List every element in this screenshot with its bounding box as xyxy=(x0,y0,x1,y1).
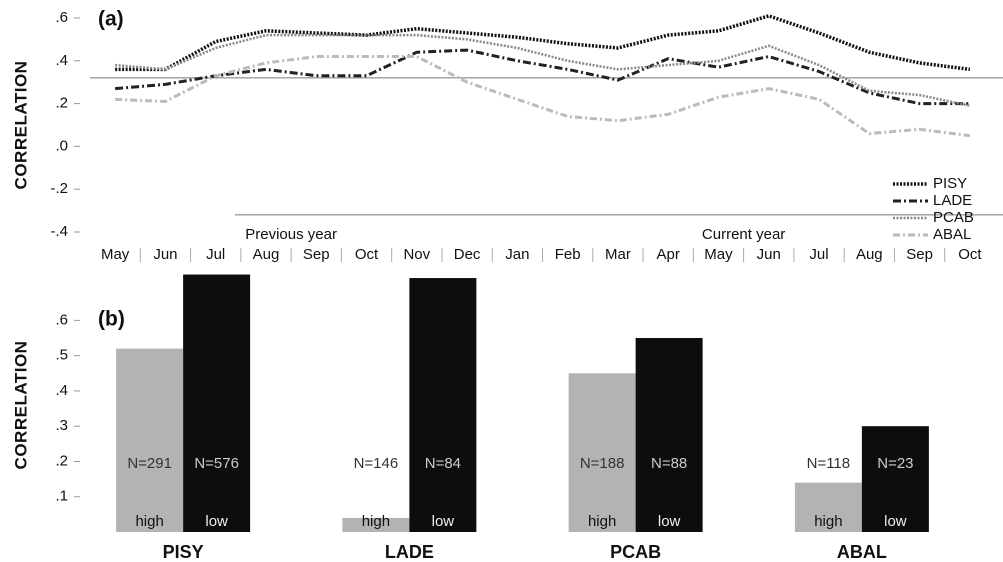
y-tick-label: .6 xyxy=(55,9,68,26)
series-line xyxy=(115,55,971,138)
x-tick-label: LADE xyxy=(385,542,434,562)
y-axis-label: CORRELATION xyxy=(11,61,30,190)
bar-n-label: N=146 xyxy=(354,455,399,472)
x-tick-label: Mar xyxy=(605,246,631,263)
x-tick-label: PISY xyxy=(163,542,204,562)
series-line xyxy=(115,14,971,72)
y-tick-label: -.4 xyxy=(50,223,68,240)
series-line xyxy=(115,48,970,106)
bar-series-label: low xyxy=(432,513,455,530)
bar xyxy=(794,482,862,532)
bar-n-label: N=188 xyxy=(580,455,625,472)
x-tick-label: Oct xyxy=(958,246,982,263)
bar xyxy=(342,517,410,532)
x-tick-label: ABAL xyxy=(837,542,887,562)
bar-n-label: N=576 xyxy=(194,455,239,472)
y-tick-label: .2 xyxy=(55,452,68,469)
y-tick-label: .0 xyxy=(55,137,68,154)
bar-n-label: N=23 xyxy=(877,455,913,472)
legend-label: LADE xyxy=(933,192,972,209)
x-tick-label: Sep xyxy=(906,246,933,263)
legend-label: ABAL xyxy=(933,226,971,243)
series-line xyxy=(115,33,971,107)
x-tick-label: Apr xyxy=(657,246,680,263)
bar xyxy=(635,338,703,532)
x-tick-label: Aug xyxy=(253,246,280,263)
x-tick-label: May xyxy=(101,246,130,263)
x-tick-label: Sep xyxy=(303,246,330,263)
y-tick-label: .4 xyxy=(55,52,68,69)
y-tick-label: .6 xyxy=(55,311,68,328)
bar-series-label: low xyxy=(205,513,228,530)
bar xyxy=(409,278,477,532)
bar-n-label: N=291 xyxy=(127,455,172,472)
bar-n-label: N=84 xyxy=(425,455,461,472)
y-tick-label: .3 xyxy=(55,417,68,434)
y-tick-label: .4 xyxy=(55,382,68,399)
y-tick-label: .2 xyxy=(55,95,68,112)
y-tick-label: -.2 xyxy=(50,180,68,197)
bar xyxy=(116,348,184,532)
legend-label: PCAB xyxy=(933,209,974,226)
legend-label: PISY xyxy=(933,175,967,192)
x-tick-label: Aug xyxy=(856,246,883,263)
chart-title: (a) xyxy=(98,8,124,31)
y-axis-label: CORRELATION xyxy=(11,341,30,470)
bar-series-label: high xyxy=(588,513,616,530)
x-tick-label: Feb xyxy=(555,246,581,263)
bar-n-label: N=88 xyxy=(651,455,687,472)
y-tick-label: .1 xyxy=(55,488,68,505)
bar xyxy=(861,426,929,532)
x-tick-label: Jul xyxy=(206,246,225,263)
chart-title: (b) xyxy=(98,308,125,331)
bar xyxy=(183,274,251,532)
x-tick-label: Jul xyxy=(809,246,828,263)
x-tick-label: May xyxy=(704,246,733,263)
bar-series-label: low xyxy=(658,513,681,530)
bar-series-label: low xyxy=(884,513,907,530)
bar-series-label: high xyxy=(362,513,390,530)
y-tick-label: .5 xyxy=(55,347,68,364)
x-tick-label: Dec xyxy=(454,246,481,263)
bar-series-label: high xyxy=(135,513,163,530)
x-tick-label: PCAB xyxy=(610,542,661,562)
bar-n-label: N=118 xyxy=(807,455,851,472)
x-tick-label: Nov xyxy=(403,246,430,263)
group-label: Previous year xyxy=(245,226,337,243)
x-tick-label: Jun xyxy=(757,246,781,263)
bar-series-label: high xyxy=(814,513,842,530)
x-tick-label: Oct xyxy=(355,246,379,263)
x-tick-label: Jun xyxy=(153,246,177,263)
group-label: Current year xyxy=(702,226,785,243)
bar xyxy=(568,373,636,532)
x-tick-label: Jan xyxy=(505,246,529,263)
